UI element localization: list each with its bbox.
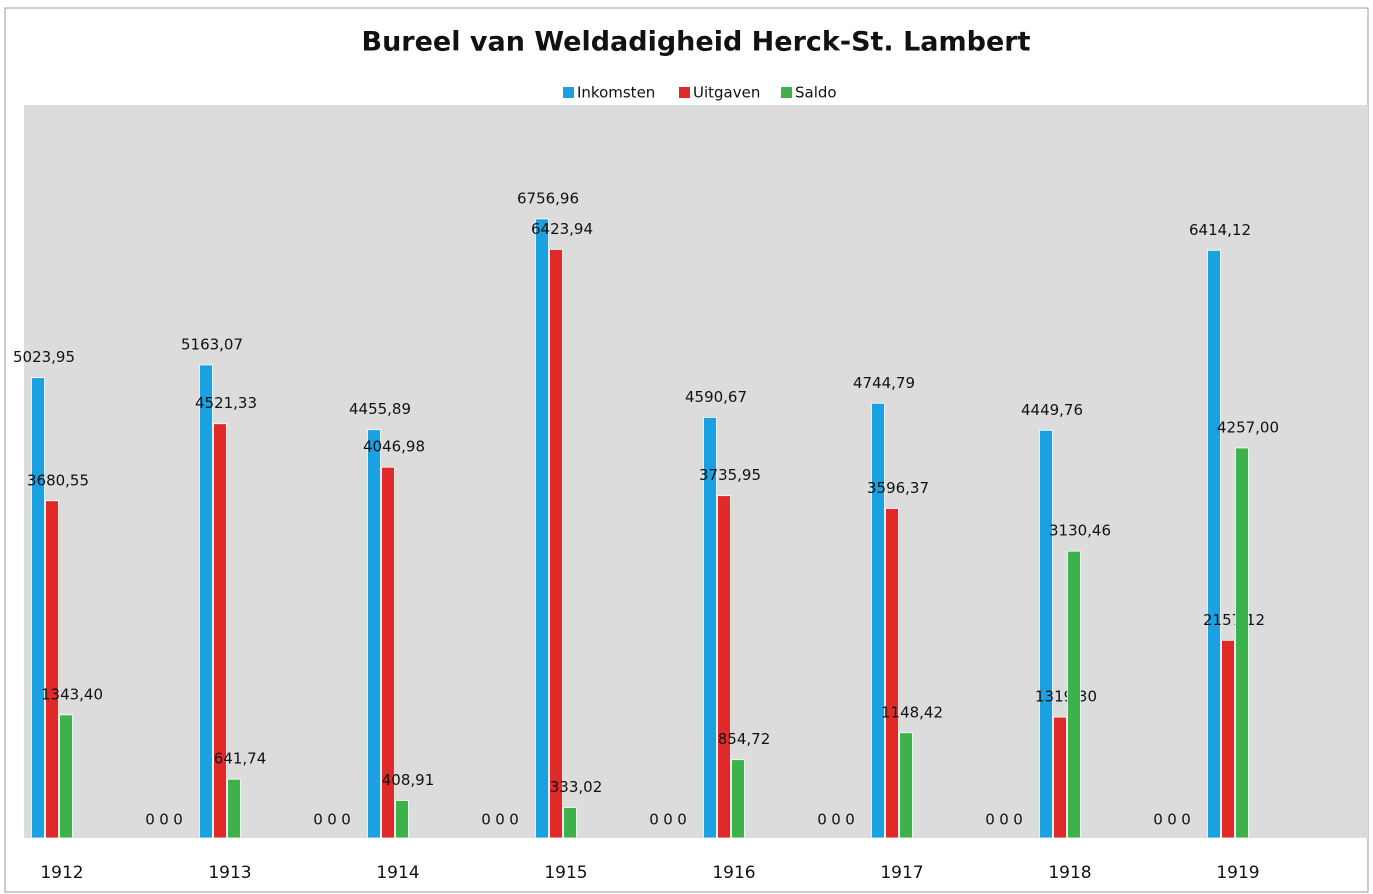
value-label: 0	[985, 811, 995, 829]
value-label: 1343,40	[41, 685, 103, 703]
bar	[885, 508, 899, 839]
value-label: 0	[845, 811, 855, 829]
bar	[1039, 429, 1053, 839]
value-label: 6414,12	[1189, 221, 1251, 239]
value-label: 0	[831, 811, 841, 829]
value-label: 0	[649, 811, 659, 829]
value-label: 2157,12	[1203, 611, 1265, 629]
value-label: 0	[1167, 811, 1177, 829]
x-tick-label: 1915	[544, 863, 587, 883]
value-label: 0	[159, 811, 169, 829]
bar	[227, 778, 241, 839]
bar	[899, 732, 913, 839]
bar	[549, 249, 563, 839]
bar	[1235, 447, 1249, 839]
value-label: 3596,37	[867, 479, 929, 497]
value-label: 0	[173, 811, 183, 829]
value-label: 0	[817, 811, 827, 829]
value-label: 408,91	[382, 771, 435, 789]
bar	[535, 218, 549, 839]
value-label: 5163,07	[181, 335, 243, 353]
value-label: 0	[145, 811, 155, 829]
plot-area	[24, 105, 1368, 838]
value-label: 0	[1181, 811, 1191, 829]
bar	[1221, 639, 1235, 839]
bar	[717, 495, 731, 839]
value-label: 3680,55	[27, 471, 89, 489]
value-label: 0	[495, 811, 505, 829]
legend-label: Inkomsten	[577, 84, 655, 102]
value-label: 0	[677, 811, 687, 829]
x-tick-label: 1917	[880, 863, 923, 883]
x-tick-label: 1912	[40, 863, 83, 883]
value-label: 4046,98	[363, 438, 425, 456]
bar	[45, 500, 59, 839]
value-label: 0	[663, 811, 673, 829]
legend-label: Saldo	[795, 84, 837, 102]
value-label: 6423,94	[531, 220, 593, 238]
value-label: 0	[313, 811, 323, 829]
x-tick-label: 1916	[712, 863, 755, 883]
value-label: 1148,42	[881, 703, 943, 721]
bar	[563, 807, 577, 839]
legend-swatch	[563, 87, 574, 98]
bar	[59, 714, 73, 839]
bar	[199, 364, 213, 839]
x-tick-label: 1919	[1216, 863, 1259, 883]
x-tick-label: 1913	[208, 863, 251, 883]
value-label: 333,02	[550, 778, 603, 796]
x-tick-label: 1914	[376, 863, 419, 883]
value-label: 6756,96	[517, 189, 579, 207]
value-label: 4521,33	[195, 394, 257, 412]
value-label: 4590,67	[685, 388, 747, 406]
value-label: 4257,00	[1217, 418, 1279, 436]
bar	[395, 800, 409, 839]
legend-swatch	[679, 87, 690, 98]
value-label: 641,74	[214, 750, 267, 768]
value-label: 0	[341, 811, 351, 829]
value-label: 0	[327, 811, 337, 829]
value-label: 4455,89	[349, 400, 411, 418]
value-label: 1319,30	[1035, 688, 1097, 706]
bar	[871, 402, 885, 839]
value-label: 4449,76	[1021, 401, 1083, 419]
value-label: 0	[999, 811, 1009, 829]
x-tick-label: 1918	[1048, 863, 1091, 883]
value-label: 0	[509, 811, 519, 829]
value-label: 854,72	[718, 730, 771, 748]
bar	[731, 759, 745, 839]
legend-label: Uitgaven	[693, 84, 760, 102]
value-label: 0	[1153, 811, 1163, 829]
chart-title: Bureel van Weldadigheid Herck-St. Lamber…	[361, 27, 1030, 58]
value-label: 3735,95	[699, 466, 761, 484]
bar	[1067, 550, 1081, 839]
bar	[381, 466, 395, 839]
bar	[1207, 249, 1221, 839]
bar	[367, 429, 381, 839]
value-label: 4744,79	[853, 374, 915, 392]
bar	[703, 416, 717, 839]
value-label: 5023,95	[13, 348, 75, 366]
legend-swatch	[781, 87, 792, 98]
value-label: 3130,46	[1049, 522, 1111, 540]
value-label: 0	[481, 811, 491, 829]
bar	[213, 423, 227, 839]
value-label: 0	[1013, 811, 1023, 829]
bar	[1053, 716, 1067, 839]
bar	[31, 377, 45, 839]
